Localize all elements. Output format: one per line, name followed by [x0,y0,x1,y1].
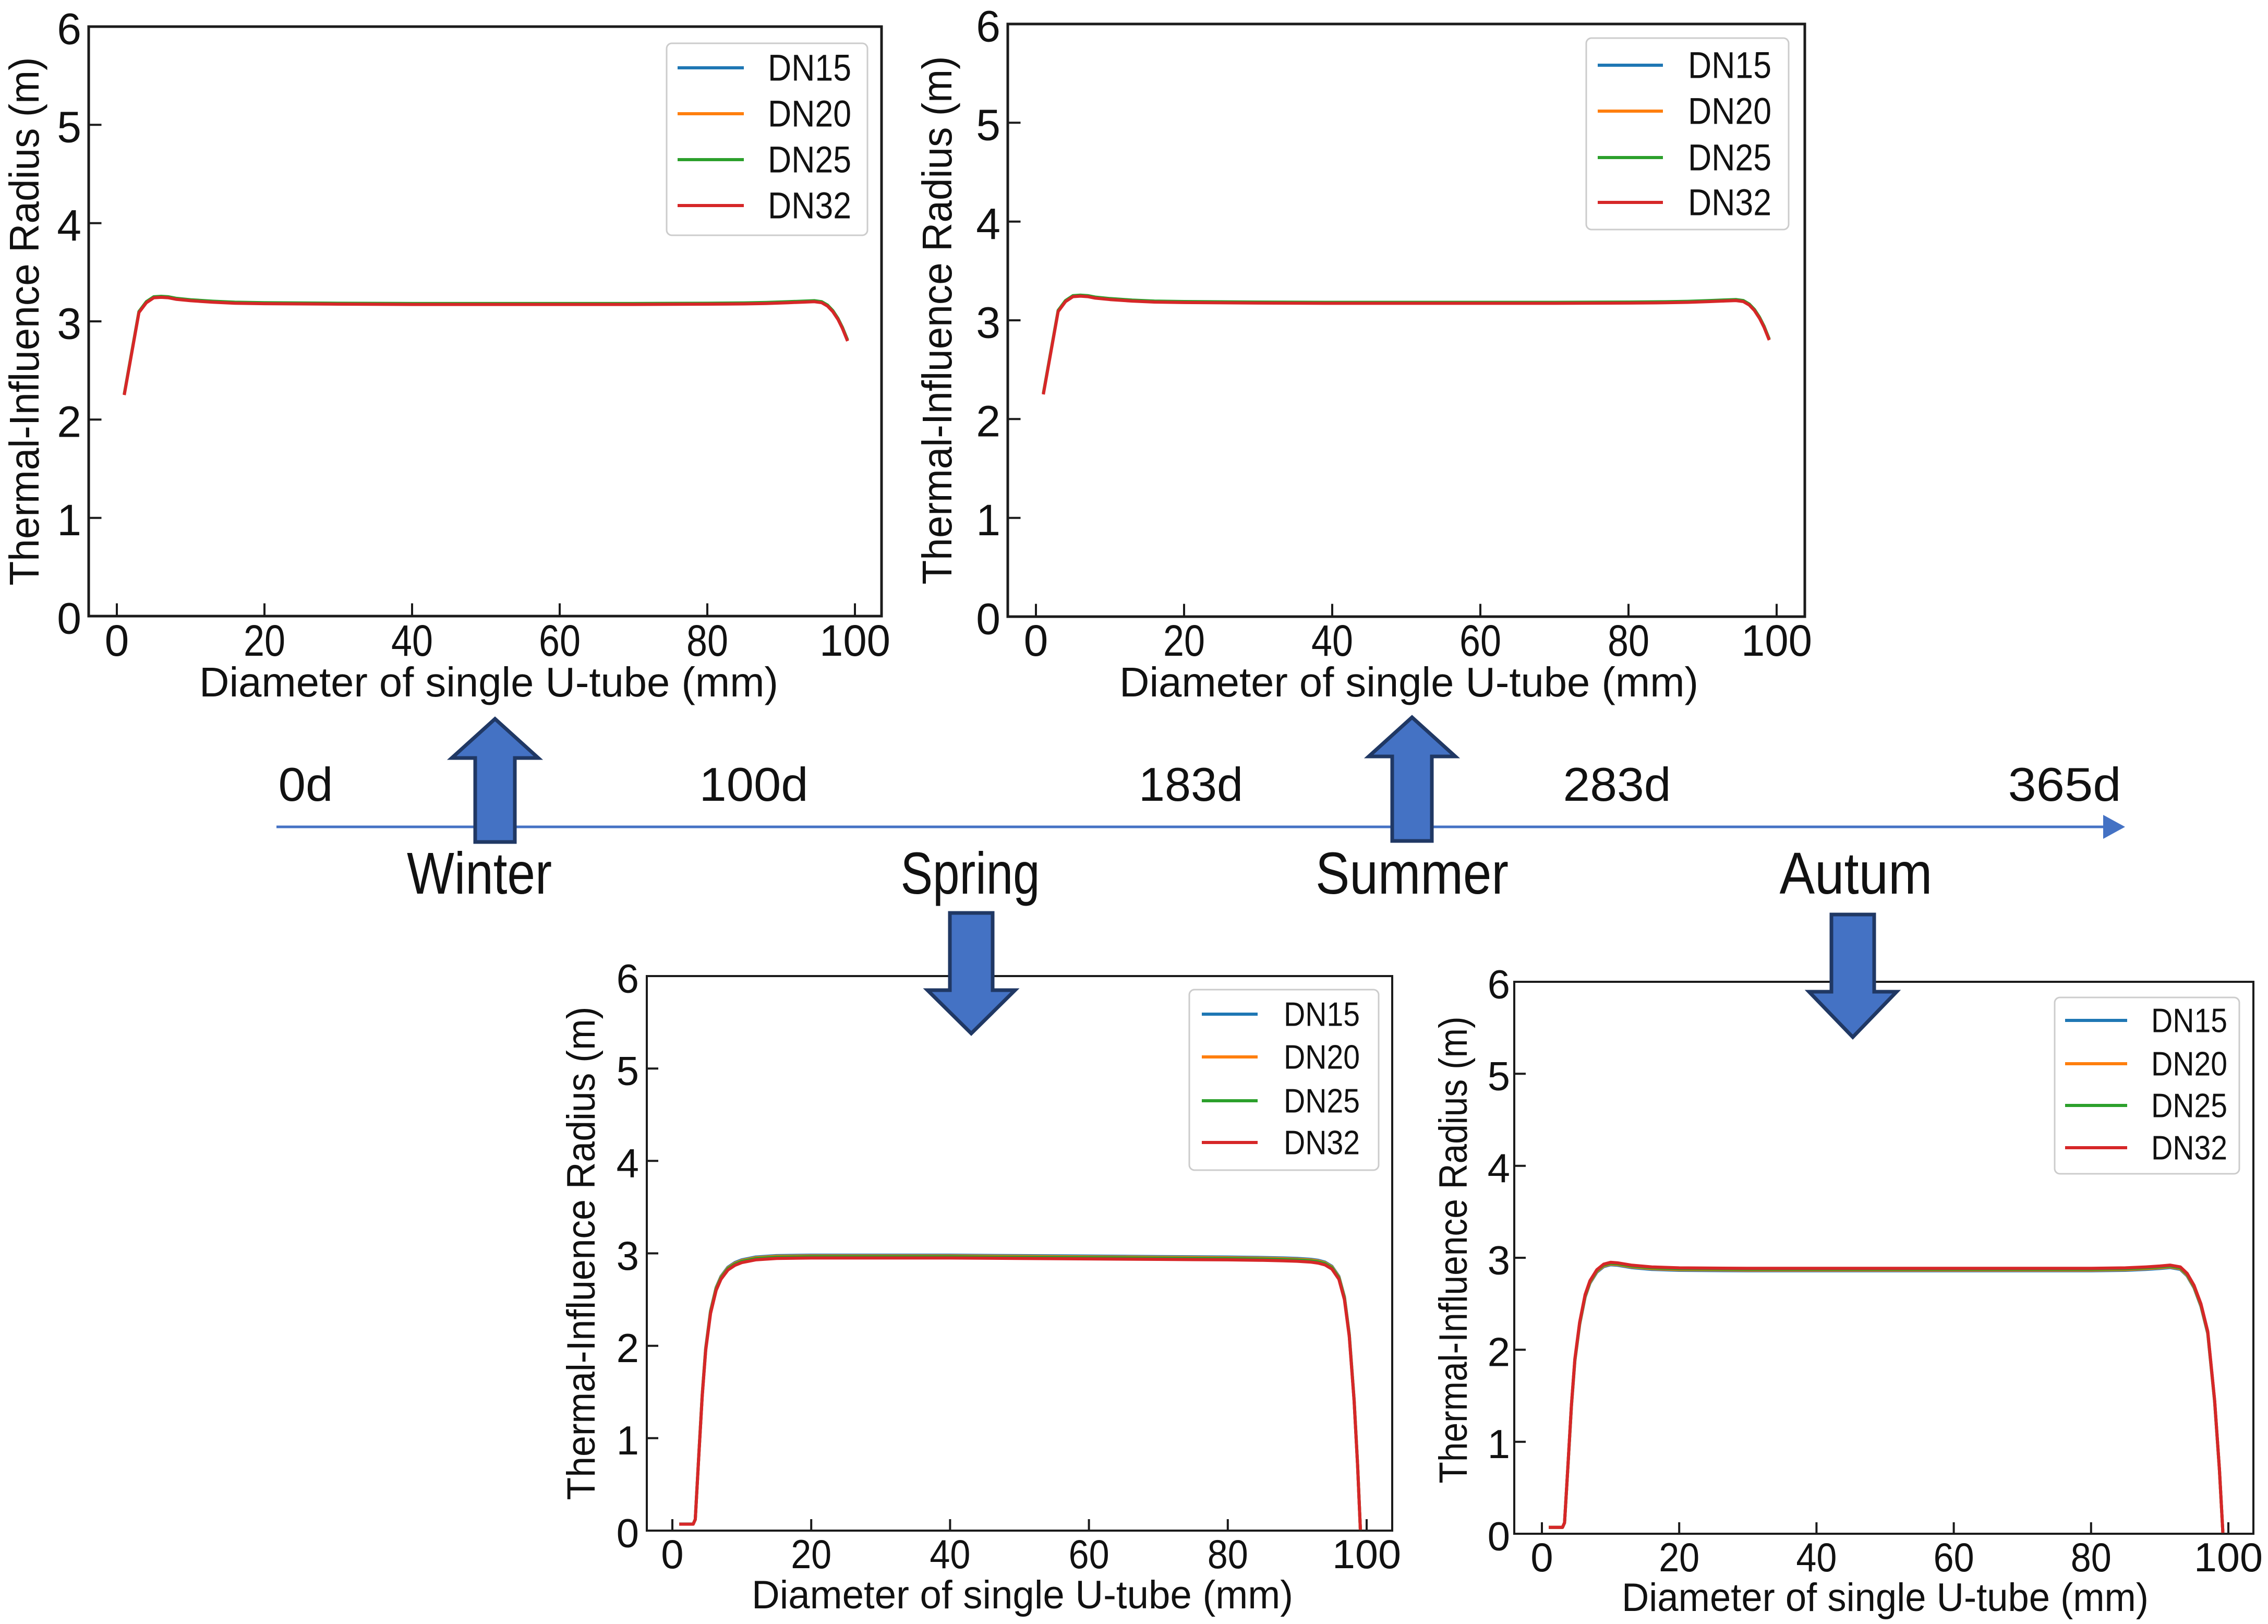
svg-text:40: 40 [391,616,433,665]
svg-text:Thermal-Influence Radius (m): Thermal-Influence Radius (m) [1431,1017,1476,1484]
svg-text:0: 0 [976,594,1000,643]
svg-text:3: 3 [57,299,81,348]
svg-text:2: 2 [976,397,1000,446]
svg-text:Spring: Spring [901,840,1040,906]
svg-text:0: 0 [617,1510,639,1556]
svg-text:DN25: DN25 [768,139,851,181]
svg-text:6: 6 [617,955,639,1001]
svg-text:2: 2 [57,398,81,447]
svg-text:80: 80 [686,616,728,665]
svg-text:60: 60 [539,616,581,665]
svg-text:100d: 100d [699,759,809,811]
svg-text:0: 0 [661,1531,683,1577]
svg-text:60: 60 [1069,1531,1109,1577]
svg-text:Thermal-Influence Radius (m): Thermal-Influence Radius (m) [914,56,960,585]
svg-text:2: 2 [617,1325,639,1371]
svg-text:DN15: DN15 [768,47,851,89]
svg-text:6: 6 [1488,961,1510,1007]
svg-text:20: 20 [1163,616,1205,665]
svg-text:60: 60 [1934,1534,1974,1580]
svg-text:365d: 365d [2008,759,2121,811]
svg-text:DN15: DN15 [1284,995,1360,1033]
svg-text:DN25: DN25 [1688,137,1771,178]
svg-text:5: 5 [617,1048,639,1094]
svg-text:DN15: DN15 [1688,45,1771,86]
svg-text:100: 100 [2194,1534,2263,1580]
svg-text:Thermal-Influence Radius (m): Thermal-Influence Radius (m) [1,57,47,586]
svg-text:4: 4 [57,201,81,250]
svg-text:3: 3 [976,298,1000,347]
svg-text:DN15: DN15 [2151,1001,2227,1039]
svg-text:3: 3 [1488,1237,1510,1283]
svg-text:6: 6 [976,2,1000,51]
svg-text:4: 4 [617,1140,639,1186]
svg-text:100: 100 [1741,616,1812,665]
svg-text:0d: 0d [279,759,333,811]
svg-text:0: 0 [105,616,129,665]
svg-text:Thermal-Influence Radius (m): Thermal-Influence Radius (m) [559,1007,604,1500]
svg-text:DN20: DN20 [2151,1044,2227,1082]
svg-text:1: 1 [617,1417,639,1463]
svg-text:DN20: DN20 [1284,1038,1360,1076]
svg-text:5: 5 [1488,1053,1510,1099]
svg-text:3: 3 [617,1233,639,1279]
svg-text:6: 6 [57,4,81,53]
svg-text:0: 0 [1530,1534,1553,1580]
svg-text:DN32: DN32 [1688,182,1771,223]
svg-text:20: 20 [244,616,285,665]
svg-text:183d: 183d [1139,759,1243,811]
svg-text:DN20: DN20 [1688,91,1771,132]
svg-text:5: 5 [976,101,1000,150]
svg-text:40: 40 [1311,616,1353,665]
svg-text:Summer: Summer [1316,840,1509,906]
svg-text:DN25: DN25 [1284,1081,1360,1120]
svg-text:40: 40 [1796,1534,1837,1580]
svg-text:40: 40 [930,1531,970,1577]
svg-text:2: 2 [1488,1329,1510,1375]
svg-text:60: 60 [1459,616,1501,665]
svg-text:20: 20 [1659,1534,1699,1580]
svg-text:80: 80 [1608,616,1649,665]
svg-text:DN32: DN32 [1284,1123,1360,1161]
svg-text:0: 0 [57,594,81,643]
svg-text:DN32: DN32 [768,185,851,226]
svg-text:283d: 283d [1563,759,1671,811]
svg-text:Diameter of single U-tube (mm): Diameter of single U-tube (mm) [1119,659,1698,705]
svg-text:Diameter of single U-tube (mm): Diameter of single U-tube (mm) [1622,1575,2149,1620]
svg-text:Winter: Winter [407,840,552,906]
svg-text:DN32: DN32 [2151,1128,2227,1166]
svg-text:4: 4 [976,199,1000,248]
svg-text:80: 80 [2071,1534,2112,1580]
svg-text:1: 1 [57,496,81,545]
svg-text:1: 1 [1488,1421,1510,1467]
svg-text:Autum: Autum [1780,840,1933,906]
svg-text:20: 20 [791,1531,831,1577]
svg-text:Diameter of single U-tube (mm): Diameter of single U-tube (mm) [199,659,778,705]
svg-text:DN20: DN20 [768,93,851,135]
svg-text:100: 100 [1332,1531,1401,1577]
svg-text:0: 0 [1024,616,1048,665]
svg-text:5: 5 [57,103,81,152]
svg-text:1: 1 [976,496,1000,545]
svg-text:100: 100 [819,616,890,665]
svg-text:0: 0 [1488,1513,1510,1559]
svg-text:80: 80 [1208,1531,1248,1577]
svg-text:Diameter of single U-tube (mm): Diameter of single U-tube (mm) [752,1573,1293,1617]
svg-text:DN25: DN25 [2151,1086,2227,1124]
svg-text:4: 4 [1488,1145,1510,1191]
